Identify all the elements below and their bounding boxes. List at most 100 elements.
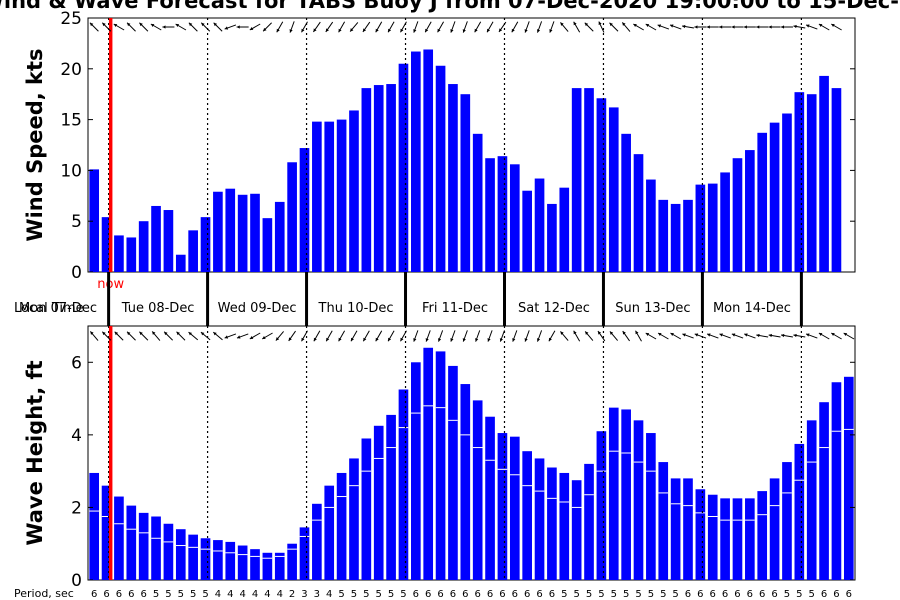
wind-bar [633,154,644,272]
wave-direction-arrow [89,331,99,341]
wave-ytick-label: 2 [71,498,82,518]
wind-direction-arrow [657,24,670,30]
wave-bar [658,462,669,580]
period-value: 6 [710,589,716,600]
wave-direction-arrow [200,331,211,341]
wind-bar [522,190,532,272]
wave-direction-arrow [573,330,581,342]
period-value: 5 [809,589,815,600]
wind-direction-arrow [200,22,211,32]
wind-bar [349,110,359,273]
period-value: 6 [734,589,740,600]
period-value: 6 [103,589,109,600]
wave-direction-arrow [325,330,333,342]
period-value: 5 [202,589,208,600]
period-value: 6 [140,589,146,600]
wind-bar [646,179,656,272]
wind-direction-arrow [743,25,756,29]
wind-bar [571,88,582,272]
wind-direction-arrow [830,23,842,31]
wind-bar [757,132,768,272]
wave-bar [213,540,223,580]
wind-direction-arrow [633,23,644,31]
wind-direction-arrow [139,22,149,32]
wave-bar [336,472,347,580]
wind-bar [225,188,236,272]
period-value: 6 [549,589,555,600]
wind-direction-arrow [162,25,175,29]
period-value: 5 [672,589,678,600]
wave-direction-arrow [548,330,556,342]
wave-direction-arrow [584,331,594,341]
wave-direction-arrow [425,330,431,342]
wind-bar [101,217,112,272]
period-value: 4 [277,589,283,600]
wave-direction-arrow [114,331,124,341]
wind-bar [608,107,619,273]
day-label: Tue 08-Dec [121,301,195,316]
wave-bar [732,498,743,580]
wind-direction-arrow [681,24,694,29]
wave-bar [547,467,557,580]
wind-direction-arrow [301,21,308,33]
wind-bar [720,172,730,272]
wave-direction-arrow [524,330,530,342]
wave-bar [101,485,112,580]
wind-direction-arrow [486,21,494,33]
period-value: 5 [573,589,579,600]
period-value: 4 [252,589,258,600]
wind-direction-arrow [89,22,99,32]
wind-bar [509,164,520,272]
wind-direction-arrow [756,25,769,29]
wave-bar [411,362,421,580]
wave-bar [89,472,100,580]
wave-direction-arrow [275,331,284,341]
wind-direction-arrow [262,22,272,32]
wind-direction-arrow [213,22,223,32]
period-value: 5 [165,589,171,600]
period-value: 5 [178,589,184,600]
period-label: Period, sec [14,587,74,600]
period-value: 4 [215,589,221,600]
wave-ytick-label: 6 [71,353,82,373]
period-value: 6 [747,589,753,600]
period-value: 6 [771,589,777,600]
period-value: 2 [289,589,295,600]
wave-bar [720,498,730,580]
period-value: 5 [648,589,654,600]
wave-bar [608,407,619,580]
wind-ytick-label: 25 [60,9,82,29]
wave-direction-arrow [462,330,468,342]
wind-bar [695,184,706,272]
wave-bar [707,494,718,580]
wave-direction-arrow [387,330,395,342]
wind-direction-arrow [511,21,519,33]
wave-bar [472,400,483,580]
wave-direction-arrow [818,332,830,340]
wave-bar [435,351,446,580]
wave-direction-arrow [682,333,694,339]
wave-direction-arrow [830,332,842,340]
wave-bar [188,534,198,580]
wind-bar [361,88,372,272]
wind-direction-arrow [719,25,732,29]
wind-direction-arrow [349,22,359,32]
wave-bar [373,425,384,580]
period-value: 4 [264,589,270,600]
wave-direction-arrow [512,330,518,342]
wave-bar [423,347,434,580]
wave-direction-arrow [694,333,707,339]
now-label: now [97,277,124,292]
wave-bar [163,523,174,580]
wind-ytick-label: 20 [60,60,82,80]
wind-direction-arrow [768,25,781,29]
wave-bar [324,485,335,580]
wave-bar [559,472,570,580]
wave-direction-arrow [635,330,642,342]
wave-bar [485,416,495,580]
wave-direction-arrow [338,330,346,342]
period-value: 6 [821,589,827,600]
period-value: 3 [314,589,320,600]
